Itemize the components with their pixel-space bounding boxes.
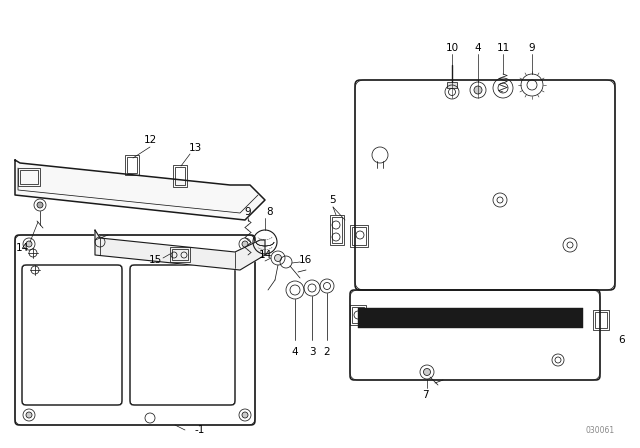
Text: -1: -1 <box>195 425 205 435</box>
Circle shape <box>424 369 431 375</box>
Text: 13: 13 <box>188 143 202 153</box>
Text: 9: 9 <box>244 207 252 217</box>
Text: 10: 10 <box>445 43 459 53</box>
Circle shape <box>242 241 248 247</box>
Bar <box>350 225 368 247</box>
Circle shape <box>26 412 32 418</box>
Text: 2: 2 <box>324 347 330 357</box>
Bar <box>18 168 40 186</box>
Bar <box>332 217 342 243</box>
Bar <box>173 165 187 187</box>
Bar <box>170 247 190 262</box>
Text: 9: 9 <box>529 43 535 53</box>
Text: 3: 3 <box>308 347 316 357</box>
Polygon shape <box>95 230 265 270</box>
Bar <box>595 312 607 328</box>
Text: 14: 14 <box>15 243 29 253</box>
Bar <box>358 308 583 328</box>
Text: 6: 6 <box>619 335 625 345</box>
Bar <box>350 305 366 325</box>
Text: 14: 14 <box>259 250 271 260</box>
Text: 030061: 030061 <box>586 426 614 435</box>
Circle shape <box>26 241 32 247</box>
Text: 4: 4 <box>475 43 481 53</box>
Text: 12: 12 <box>143 135 157 145</box>
Text: 4: 4 <box>292 347 298 357</box>
Bar <box>352 227 366 245</box>
Text: 5: 5 <box>330 195 336 205</box>
Bar <box>125 155 139 175</box>
Bar <box>593 310 609 330</box>
Text: 7: 7 <box>422 390 428 400</box>
Text: 11: 11 <box>497 43 509 53</box>
Circle shape <box>37 202 43 208</box>
Bar <box>447 82 457 88</box>
Polygon shape <box>15 160 265 220</box>
Bar <box>20 170 38 184</box>
Text: 8: 8 <box>267 207 273 217</box>
Bar <box>175 167 185 185</box>
Bar <box>127 157 137 173</box>
Bar <box>330 215 344 245</box>
Circle shape <box>474 86 482 94</box>
Circle shape <box>275 254 282 262</box>
Bar <box>172 249 188 260</box>
Circle shape <box>242 412 248 418</box>
Text: 16: 16 <box>298 255 312 265</box>
Bar <box>352 307 364 323</box>
Text: 15: 15 <box>148 255 162 265</box>
